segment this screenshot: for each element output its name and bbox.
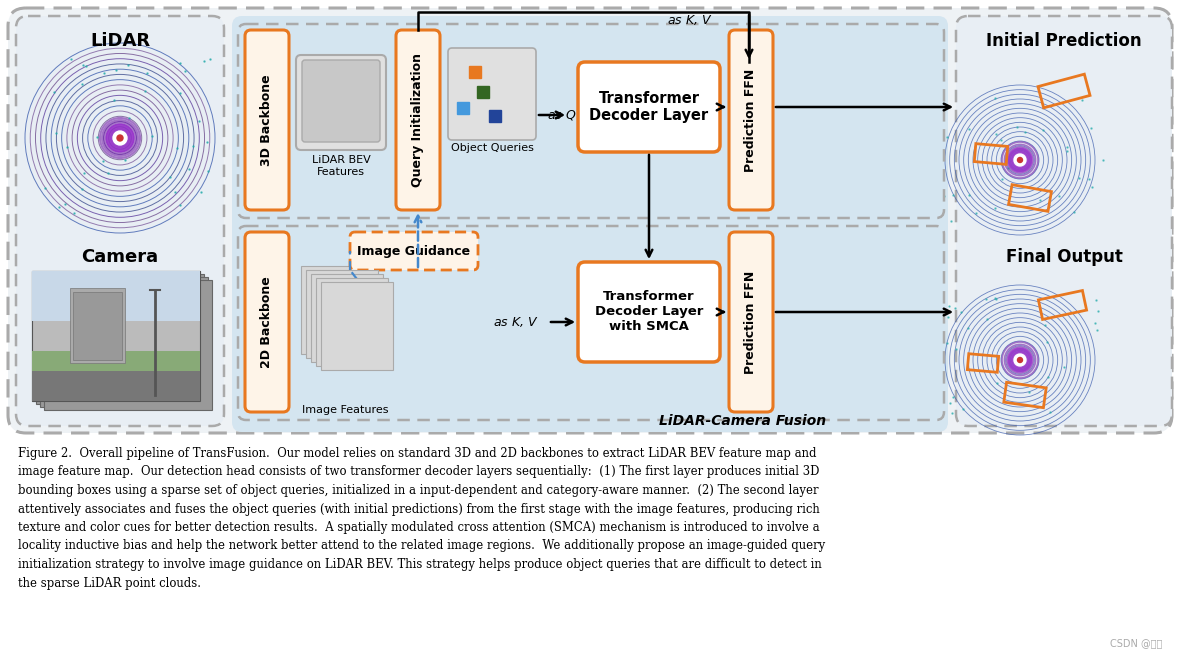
FancyBboxPatch shape xyxy=(729,232,773,412)
FancyBboxPatch shape xyxy=(578,262,720,362)
Text: LiDAR: LiDAR xyxy=(90,32,150,50)
Text: 2D Backbone: 2D Backbone xyxy=(261,276,274,368)
Bar xyxy=(306,270,378,358)
Bar xyxy=(40,277,208,407)
Bar xyxy=(32,271,199,321)
FancyBboxPatch shape xyxy=(245,232,289,412)
Bar xyxy=(1009,185,1051,211)
FancyBboxPatch shape xyxy=(238,226,944,420)
Bar xyxy=(32,271,199,401)
Circle shape xyxy=(1014,354,1025,366)
Text: Figure 2.  Overall pipeline of TransFusion.  Our model relies on standard 3D and: Figure 2. Overall pipeline of TransFusio… xyxy=(18,447,825,590)
Bar xyxy=(316,278,388,366)
Circle shape xyxy=(1017,357,1023,363)
FancyBboxPatch shape xyxy=(448,48,536,140)
Text: Object Queries: Object Queries xyxy=(451,143,533,153)
FancyBboxPatch shape xyxy=(238,24,944,218)
Bar xyxy=(32,271,199,401)
FancyBboxPatch shape xyxy=(245,30,289,210)
Text: as $K$, $V$: as $K$, $V$ xyxy=(493,315,539,329)
Bar xyxy=(32,351,199,401)
Bar xyxy=(1038,291,1087,320)
Text: Camera: Camera xyxy=(81,248,158,266)
Bar xyxy=(70,288,125,363)
Text: Query Initialization: Query Initialization xyxy=(412,53,425,187)
Bar xyxy=(301,266,373,354)
Bar xyxy=(321,282,393,370)
Text: CSDN @审默: CSDN @审默 xyxy=(1109,638,1162,648)
Bar xyxy=(1038,74,1090,108)
Bar xyxy=(968,354,998,372)
FancyBboxPatch shape xyxy=(396,30,440,210)
FancyBboxPatch shape xyxy=(296,55,386,150)
Text: LiDAR-Camera Fusion: LiDAR-Camera Fusion xyxy=(658,414,826,428)
FancyBboxPatch shape xyxy=(956,16,1172,426)
FancyBboxPatch shape xyxy=(350,232,478,270)
Circle shape xyxy=(1008,148,1032,172)
Text: Transformer
Decoder Layer: Transformer Decoder Layer xyxy=(590,91,708,123)
Circle shape xyxy=(1017,157,1023,163)
Circle shape xyxy=(1008,348,1032,372)
Text: Initial Prediction: Initial Prediction xyxy=(986,32,1142,50)
Bar xyxy=(32,371,199,401)
Circle shape xyxy=(117,135,123,141)
Text: 3D Backbone: 3D Backbone xyxy=(261,74,274,166)
Bar xyxy=(312,274,384,362)
Circle shape xyxy=(106,124,135,152)
Text: as $K$, $V$: as $K$, $V$ xyxy=(667,13,713,27)
Bar xyxy=(37,274,204,404)
Bar xyxy=(975,143,1008,164)
Circle shape xyxy=(1014,154,1025,166)
FancyBboxPatch shape xyxy=(17,16,224,426)
Bar xyxy=(44,280,212,410)
Text: Prediction FFN: Prediction FFN xyxy=(745,68,758,172)
FancyBboxPatch shape xyxy=(232,16,948,432)
Bar xyxy=(73,292,122,360)
FancyBboxPatch shape xyxy=(302,60,380,142)
Text: Image Features: Image Features xyxy=(302,405,388,415)
Bar xyxy=(1004,382,1047,408)
Text: Prediction FFN: Prediction FFN xyxy=(745,270,758,374)
Text: Transformer
Decoder Layer
with SMCA: Transformer Decoder Layer with SMCA xyxy=(595,290,703,334)
Text: Final Output: Final Output xyxy=(1005,248,1122,266)
FancyBboxPatch shape xyxy=(729,30,773,210)
FancyBboxPatch shape xyxy=(578,62,720,152)
Text: LiDAR BEV
Features: LiDAR BEV Features xyxy=(312,155,371,176)
Text: Image Guidance: Image Guidance xyxy=(358,245,471,257)
Circle shape xyxy=(113,131,127,145)
Text: as $Q$: as $Q$ xyxy=(548,108,577,122)
FancyBboxPatch shape xyxy=(8,8,1172,433)
